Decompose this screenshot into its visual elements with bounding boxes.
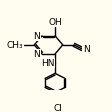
Text: N: N: [33, 50, 40, 59]
Text: N: N: [82, 45, 89, 54]
Text: Cl: Cl: [53, 103, 62, 112]
Text: N: N: [33, 32, 40, 41]
Text: HN: HN: [40, 59, 54, 68]
Text: CH₃: CH₃: [6, 41, 23, 50]
Text: OH: OH: [48, 18, 61, 27]
